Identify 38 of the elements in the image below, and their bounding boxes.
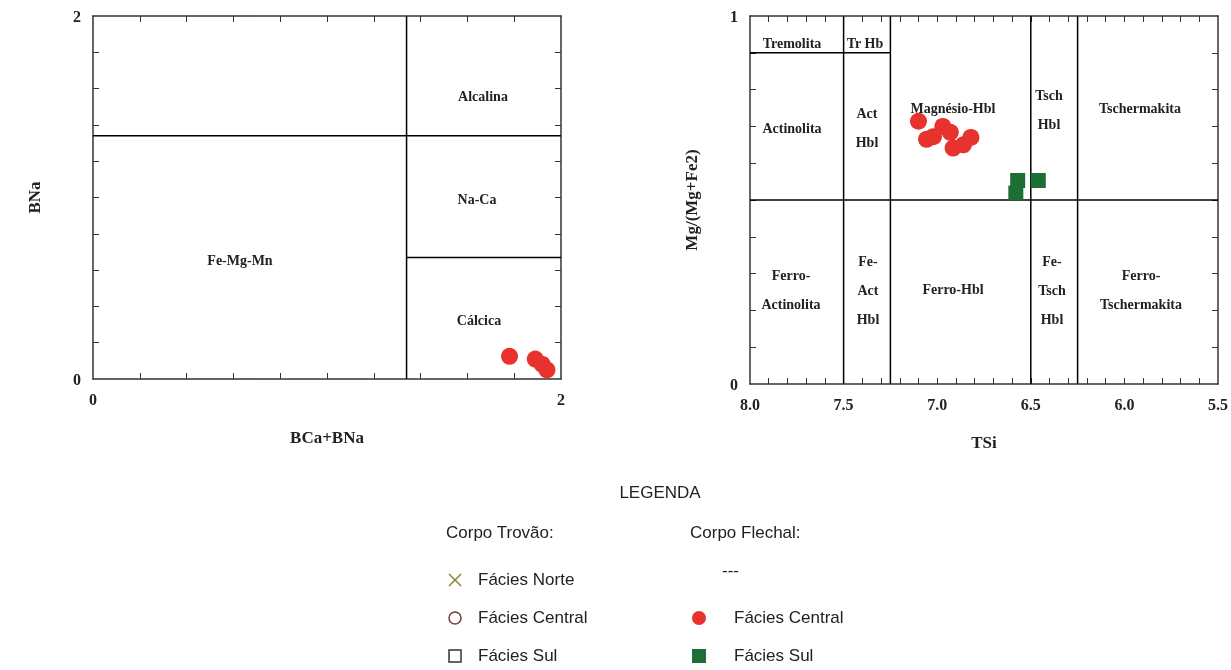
text: --- <box>721 561 740 582</box>
annotation: Tr Hb <box>846 35 884 51</box>
annotation: Cálcica <box>456 312 502 328</box>
annotation: Alcalina <box>458 88 508 104</box>
legend-label: Fácies Central <box>734 608 844 628</box>
y-axis-title: Mg/(Mg+Fe2) <box>682 149 701 251</box>
y-tick-label: 1 <box>730 7 738 25</box>
text: Corpo Flechal: <box>690 523 802 544</box>
legend-label: Fácies Central <box>478 608 588 628</box>
annotation: Ferro- Tschermakita <box>1100 268 1182 312</box>
annotation: Ferro-Hbl <box>922 281 984 297</box>
x-tick-label: 5.5 <box>1208 395 1228 413</box>
x-tick-label: 6.0 <box>1114 395 1135 413</box>
x-tick-label: 6.5 <box>1020 395 1041 413</box>
legend-title: LEGENDA <box>618 483 702 503</box>
legend-label: Fácies Sul <box>734 646 814 666</box>
text: Corpo Trovão: <box>446 523 555 544</box>
x-tick-label: 7.5 <box>833 395 854 413</box>
x-tick-label: 2 <box>557 390 565 408</box>
x-tick-label: 0 <box>89 390 97 408</box>
annotation: Fe- Tsch Hbl <box>1038 253 1066 327</box>
annotation: Na-Ca <box>457 191 497 207</box>
annotation: Magnésio-Hbl <box>910 100 996 116</box>
legend-label: Fácies Norte <box>478 570 575 590</box>
annotation: Tremolita <box>762 35 822 51</box>
annotation: Actinolita <box>762 120 822 136</box>
annotation: Tsch Hbl <box>1035 88 1063 132</box>
x-tick-label: 8.0 <box>740 395 760 413</box>
y-axis-title: BNa <box>25 180 44 214</box>
x-axis-title: TSi <box>971 433 998 452</box>
annotation: Fe- Act Hbl <box>856 253 880 327</box>
legend-label: Fácies Sul <box>478 646 558 666</box>
annotation: Fe-Mg-Mn <box>207 252 273 268</box>
annotation: Act Hbl <box>855 106 879 150</box>
x-axis-title: BCa+BNa <box>290 428 365 447</box>
annotation: Ferro- Actinolita <box>761 268 821 312</box>
x-tick-label: 7.0 <box>927 395 948 413</box>
annotation: Tschermakita <box>1099 100 1181 116</box>
